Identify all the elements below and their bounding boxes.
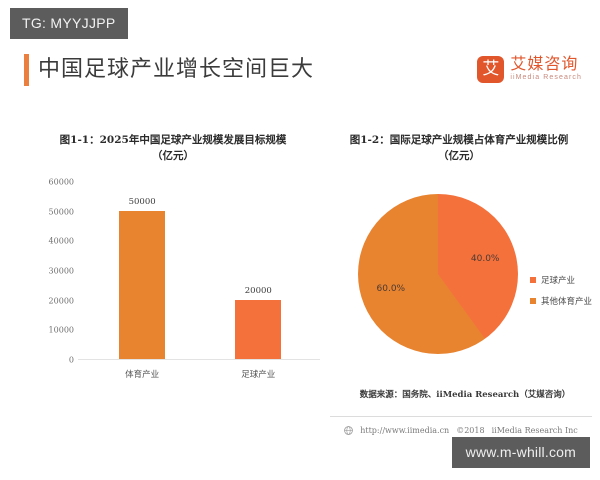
page-title: 中国足球产业增长空间巨大: [38, 57, 315, 82]
bar-chart-y-tick: 20000: [48, 296, 74, 306]
bar-chart-y-tick: 10000: [48, 325, 74, 335]
bar-category-label: 体育产业: [125, 370, 160, 380]
bar-fill: [235, 299, 282, 359]
logo-mark-icon: 艾: [477, 56, 505, 83]
bar-value-label: 20000: [244, 285, 272, 296]
bar-1[interactable]: 50000: [119, 197, 166, 359]
iimedia-logo: 艾 艾媒咨询 iiMedia Research: [477, 56, 582, 83]
bar-chart-title-line1: 图1-1：2025年中国足球产业规模发展目标规模: [59, 134, 287, 146]
logo-text: 艾媒咨询 iiMedia Research: [510, 56, 582, 82]
pie-legend-item[interactable]: 足球产业: [530, 274, 592, 286]
bar-category-label: 足球产业: [241, 370, 276, 380]
pie-slice-percent-label: 60.0%: [376, 284, 406, 295]
pie-chart-disc: [358, 194, 518, 354]
pie-legend-item[interactable]: 其他体育产业: [530, 295, 592, 307]
bar-chart-plot-area: 50000 体育产业 20000 足球产业: [78, 182, 320, 380]
slide-header: 中国足球产业增长空间巨大 艾 艾媒咨询 iiMedia Research: [0, 48, 600, 104]
footer-divider: [330, 416, 592, 417]
pie-legend-label: 足球产业: [541, 276, 576, 286]
bar-chart-baseline: [78, 359, 320, 360]
footer-copyright: ©2018: [456, 425, 485, 435]
bar-chart-title: 图1-1：2025年中国足球产业规模发展目标规模 （亿元）: [28, 132, 318, 165]
pie-chart-title-line1: 图1-2：国际足球产业规模占体育产业规模比例: [349, 134, 569, 146]
bar-chart-y-tick: 0: [68, 355, 74, 365]
globe-icon: [344, 425, 354, 435]
logo-name-en: iiMedia Research: [510, 74, 582, 82]
bar-chart-y-tick: 50000: [48, 207, 74, 217]
title-accent-bar: [24, 54, 29, 86]
footer-url[interactable]: http://www.iimedia.cn: [360, 425, 450, 435]
footer-company: iiMedia Research Inc: [491, 425, 578, 435]
pie-legend-swatch: [530, 277, 536, 283]
pie-chart-legend: 足球产业其他体育产业: [530, 274, 592, 307]
bar-chart: 0 10000 20000 30000 40000 50000 60000 50000 体育产…: [30, 178, 320, 382]
source-note: 数据来源：国务院、iiMedia Research（艾媒咨询）: [359, 390, 571, 400]
logo-name-cn: 艾媒咨询: [510, 54, 579, 74]
pie-chart-title: 图1-2：国际足球产业规模占体育产业规模比例 （亿元）: [318, 132, 600, 165]
bar-chart-y-axis: 0 10000 20000 30000 40000 50000 60000: [30, 178, 74, 365]
pie-chart-title-line2: （亿元）: [438, 150, 480, 163]
tg-tag: TG: MYYJJPP: [10, 8, 128, 39]
footer: http://www.iimedia.cn ©2018 iiMedia Rese…: [330, 421, 592, 439]
pie-legend-label: 其他体育产业: [541, 297, 593, 307]
bar-chart-y-tick: 40000: [48, 236, 74, 246]
bar-2[interactable]: 20000: [235, 286, 282, 359]
bar-chart-y-tick: 60000: [48, 177, 74, 187]
bar-chart-y-tick: 30000: [48, 266, 74, 276]
pie-chart: 足球产业其他体育产业 40.0% 60.0%: [330, 186, 600, 386]
pie-legend-swatch: [530, 298, 536, 304]
bar-value-label: 50000: [128, 196, 156, 207]
bar-chart-title-line2: （亿元）: [152, 150, 194, 163]
bar-fill: [119, 210, 166, 359]
watermark: www.m-whill.com: [451, 437, 590, 468]
pie-slice-percent-label: 40.0%: [470, 253, 500, 264]
